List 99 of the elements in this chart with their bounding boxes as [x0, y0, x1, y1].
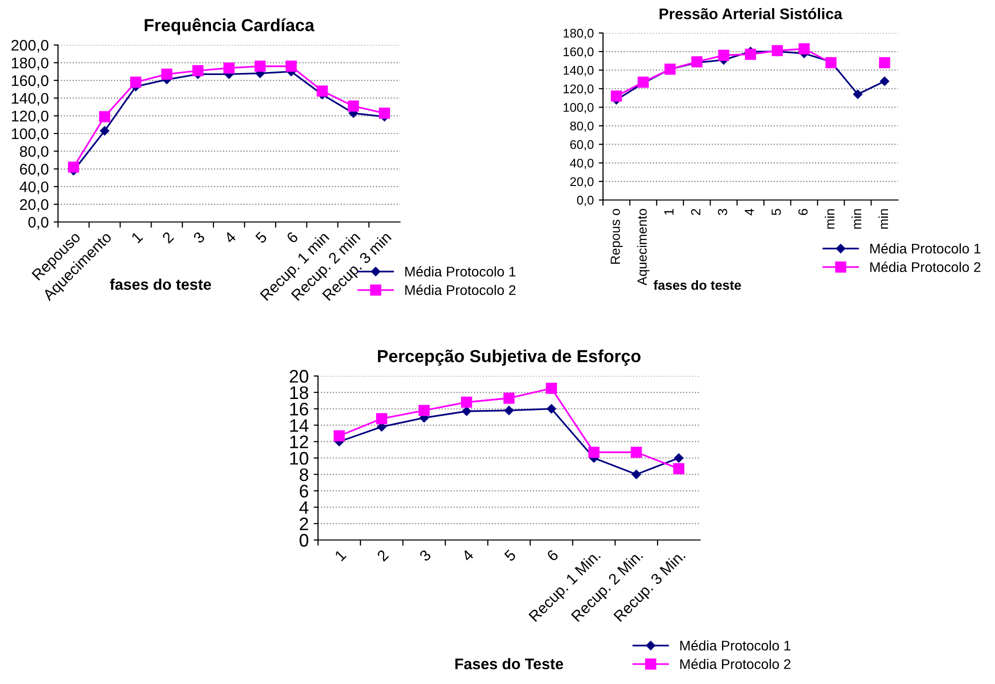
- y-tick-label: 160,0: [12, 75, 48, 88]
- point: [461, 396, 472, 408]
- chart-title: Frequência Cardíaca: [144, 18, 315, 35]
- y-tick-label: 4: [299, 501, 308, 514]
- x-tick-label: 3: [718, 208, 728, 216]
- y-tick-label: 180,0: [12, 58, 48, 70]
- point: [718, 50, 730, 61]
- y-tick-label: 0,0: [577, 196, 594, 206]
- y-tick-label: 20: [290, 370, 308, 383]
- x-tick-label: 1: [334, 549, 347, 562]
- x-tick-label: min: [852, 209, 862, 229]
- x-tick-label: 5: [254, 231, 268, 244]
- y-tick-label: 0,0: [28, 216, 48, 230]
- point: [588, 446, 600, 458]
- y-tick-label: 160,0: [564, 47, 594, 58]
- y-tick-label: 40,0: [570, 158, 594, 170]
- point: [376, 413, 388, 424]
- x-axis-title: fases do teste: [654, 280, 741, 290]
- x-tick-label: 3: [192, 231, 206, 244]
- point: [254, 60, 266, 72]
- x-tick-label: 1: [130, 231, 144, 244]
- point: [632, 470, 641, 480]
- y-tick-label: 0: [300, 534, 308, 547]
- point: [161, 68, 172, 80]
- y-tick-label: 6: [300, 484, 308, 498]
- point: [744, 48, 756, 60]
- legend-label: Média Protocolo 2: [405, 284, 516, 296]
- point: [99, 111, 110, 122]
- point: [316, 85, 328, 97]
- x-tick-label: min: [878, 209, 888, 229]
- y-tick-label: 100,0: [564, 103, 594, 114]
- legend-label: Média Protocolo 1: [405, 266, 516, 277]
- y-tick-label: 100,0: [12, 128, 48, 141]
- y-tick-label: 140,0: [12, 92, 48, 106]
- x-tick-label: 2: [691, 208, 700, 216]
- y-tick-label: 80,0: [570, 122, 594, 132]
- y-tick-label: 16: [290, 402, 308, 416]
- x-tick-label: 4: [461, 549, 474, 562]
- point: [130, 76, 142, 88]
- y-tick-label: 20,0: [20, 199, 48, 212]
- x-tick-label: 3: [418, 549, 432, 562]
- x-tick-label: 6: [546, 549, 559, 562]
- x-tick-label: 1: [664, 208, 674, 215]
- y-tick-label: 60,0: [20, 164, 48, 176]
- legend-label: Média Protocolo 2: [680, 658, 790, 670]
- point: [504, 406, 514, 416]
- point: [630, 446, 642, 458]
- point: [286, 60, 297, 72]
- x-tick-label: 2: [376, 549, 389, 562]
- point: [100, 126, 110, 136]
- x-tick-label: min: [824, 209, 834, 229]
- point: [503, 392, 515, 404]
- point: [348, 100, 359, 112]
- point: [853, 90, 862, 99]
- point: [334, 430, 345, 442]
- point: [378, 108, 390, 119]
- y-tick-label: 200,0: [12, 40, 48, 52]
- y-tick-label: 140,0: [564, 66, 594, 76]
- point: [610, 90, 622, 102]
- point: [223, 62, 235, 74]
- y-tick-label: 10: [290, 452, 308, 465]
- x-tick-label: Aquecimento: [637, 208, 650, 286]
- x-tick-label: Repous o: [610, 208, 623, 264]
- y-tick-label: 60,0: [570, 140, 594, 150]
- point: [673, 463, 684, 474]
- point: [880, 76, 890, 86]
- point: [418, 404, 430, 416]
- point: [546, 382, 557, 394]
- legend-label: Média Protocolo 1: [870, 243, 980, 254]
- chart-title: Percepção Subjetiva de Esforço: [378, 350, 641, 366]
- y-tick-label: 8: [300, 468, 308, 482]
- x-tick-label: 6: [798, 208, 808, 215]
- y-tick-label: 120,0: [12, 110, 48, 124]
- point: [798, 43, 810, 54]
- y-tick-label: 20,0: [570, 177, 594, 188]
- point: [462, 406, 472, 416]
- point: [546, 404, 556, 414]
- y-tick-label: 80,0: [20, 146, 48, 159]
- y-tick-label: 14: [290, 419, 308, 432]
- x-axis-title: fases do teste: [110, 278, 212, 290]
- x-tick-label: 4: [224, 231, 237, 244]
- y-tick-label: 120,0: [564, 84, 594, 95]
- x-tick-label: 4: [744, 208, 754, 216]
- x-tick-label: 5: [504, 549, 516, 562]
- y-tick-label: 2: [300, 518, 308, 530]
- x-axis-title: Fases do Teste: [455, 658, 564, 670]
- x-tick-label: 5: [772, 208, 781, 216]
- y-tick-label: 180,0: [564, 28, 594, 40]
- legend-label: Média Protocolo 2: [870, 262, 980, 272]
- point: [192, 65, 204, 76]
- point: [68, 162, 80, 173]
- point: [879, 57, 890, 68]
- y-tick-label: 12: [290, 436, 308, 448]
- x-tick-label: 2: [162, 231, 174, 244]
- y-tick-label: 40,0: [20, 181, 48, 194]
- chart-title: Pressão Arterial Sistólica: [660, 8, 842, 20]
- point: [674, 453, 684, 463]
- legend-label: Média Protocolo 1: [680, 640, 790, 651]
- y-tick-label: 18: [290, 386, 308, 400]
